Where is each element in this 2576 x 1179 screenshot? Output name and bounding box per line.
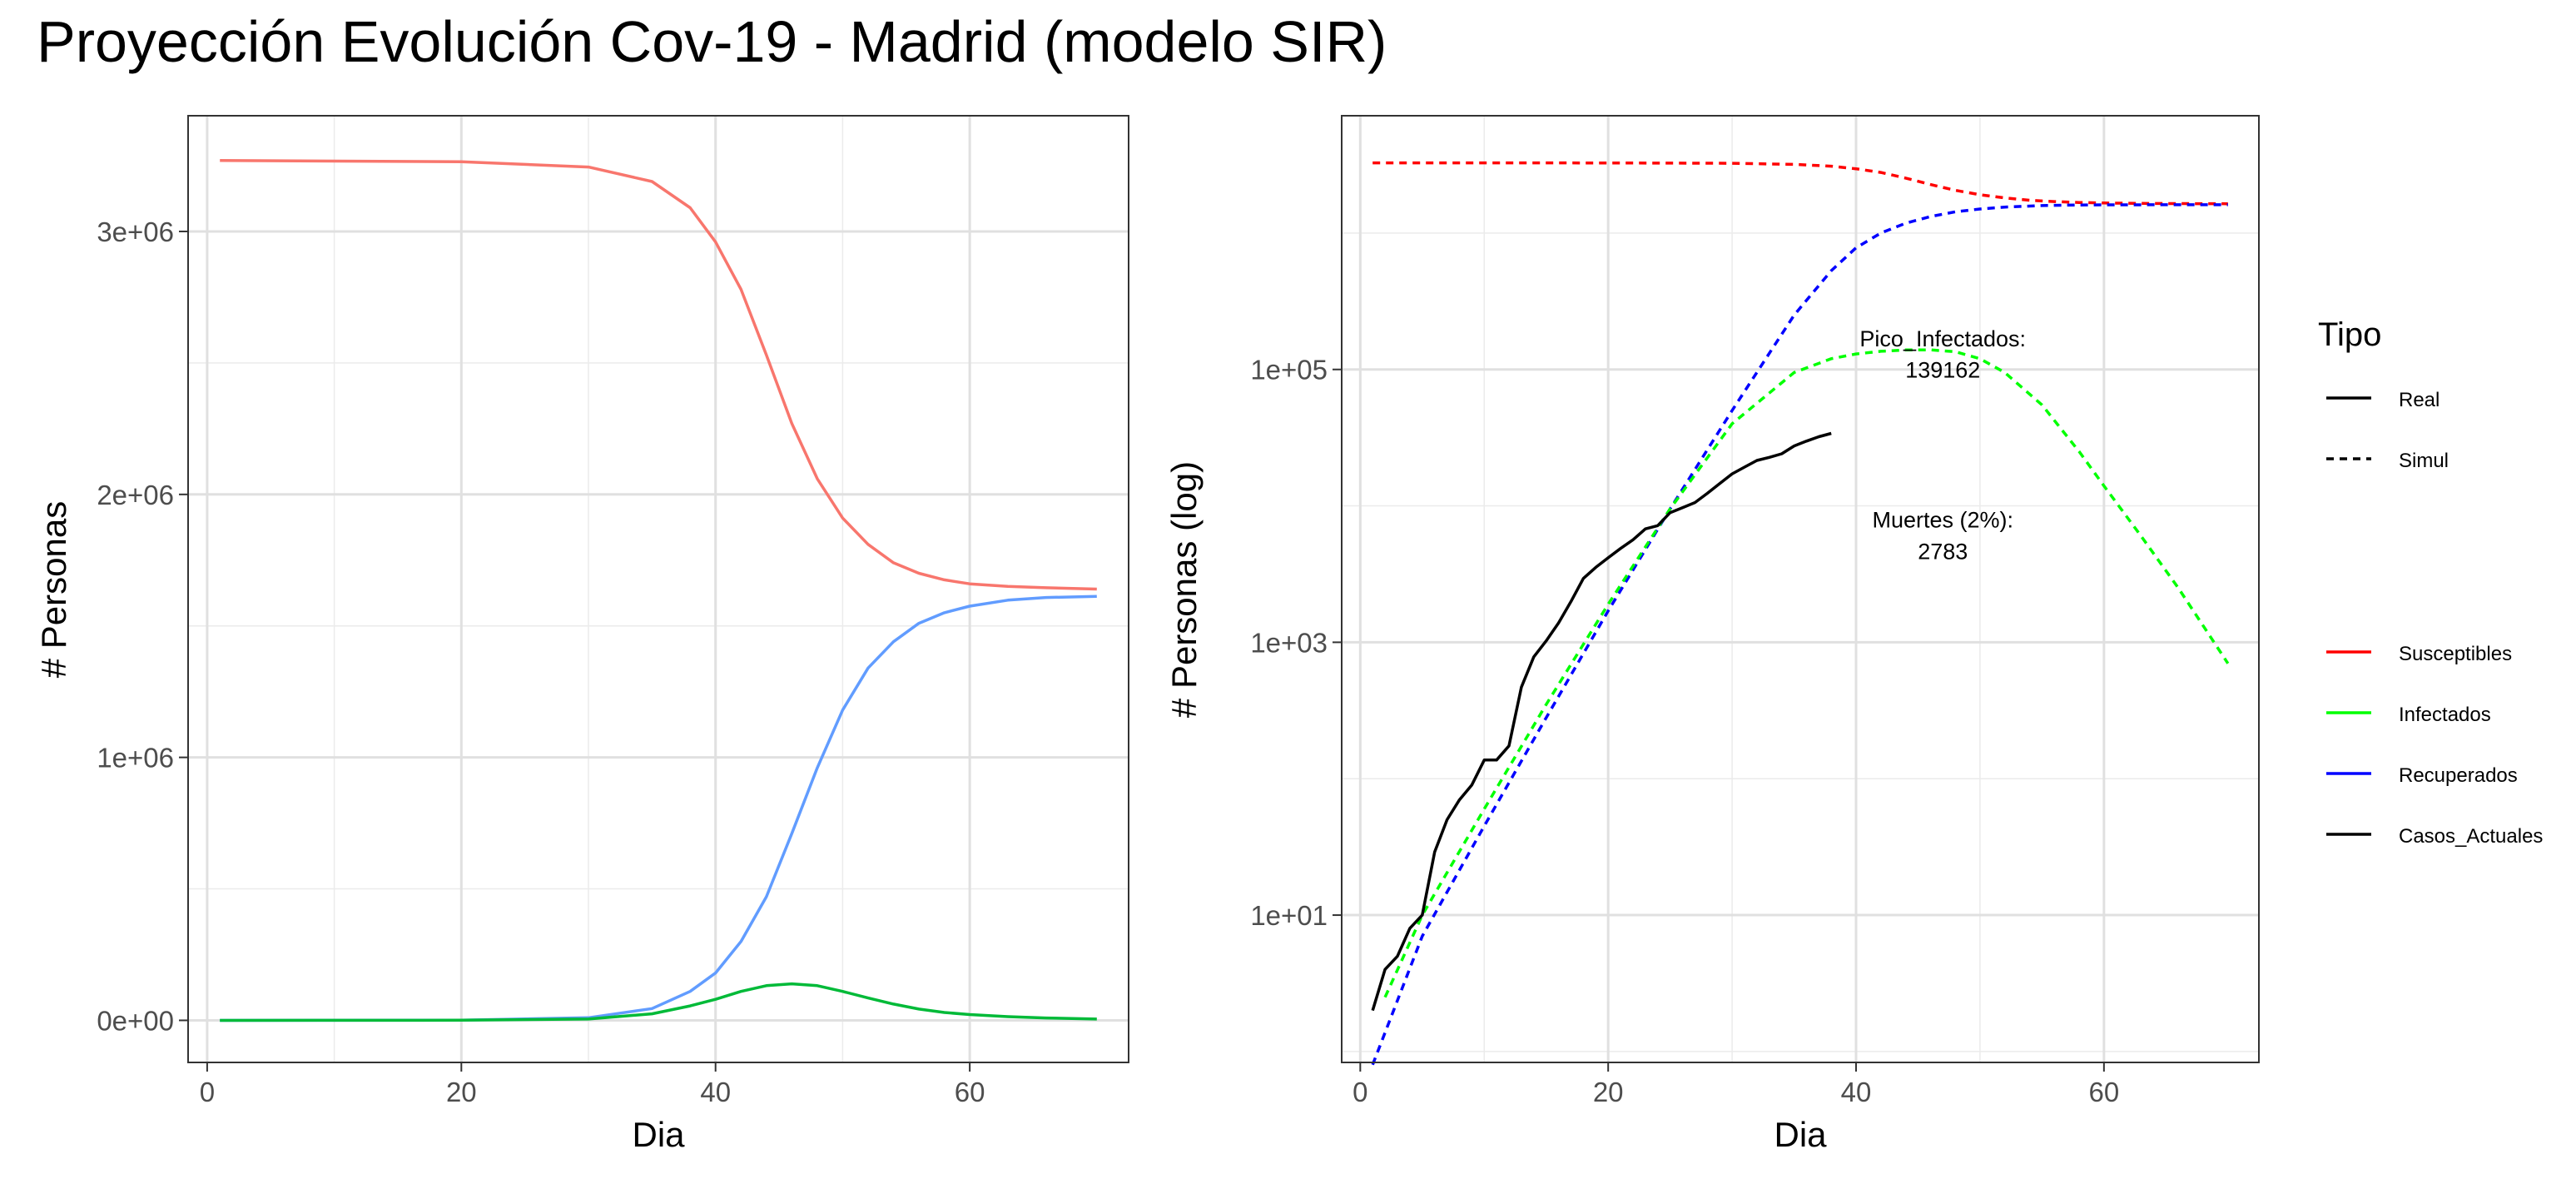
y-tick-label: 1e+05 xyxy=(1250,355,1328,386)
legend-label-casos-actuales: Casos_Actuales xyxy=(2399,825,2543,848)
annotation-peak-label: Pico_Infectados: xyxy=(1859,326,2026,351)
legend-label-real: Real xyxy=(2399,389,2440,411)
right-y-axis-label: # Personas (log) xyxy=(1164,461,1204,718)
right-annotations: Pico_Infectados: 139162 Muertes (2%): 27… xyxy=(1859,326,2026,564)
x-tick-label: 0 xyxy=(200,1077,215,1107)
y-tick-label: 1e+03 xyxy=(1250,627,1328,658)
right-panel: Pico_Infectados: 139162 Muertes (2%): 27… xyxy=(1164,115,2260,1154)
x-tick-label: 0 xyxy=(1353,1077,1367,1107)
annotation-deaths-value: 2783 xyxy=(1918,539,1968,564)
series-line-casos-actuales xyxy=(1371,431,1832,1012)
legend-title: Tipo xyxy=(2318,316,2381,353)
x-tick-label: 60 xyxy=(955,1077,985,1107)
left-panel-border xyxy=(187,115,1129,1063)
x-tick-label: 40 xyxy=(700,1077,731,1107)
left-x-axis-label: Dia xyxy=(632,1115,685,1154)
left-series-lines xyxy=(220,158,1097,1022)
right-panel-border xyxy=(1341,115,2260,1063)
legend: Tipo Real Simul Susceptibles Infectados … xyxy=(2318,316,2543,848)
y-tick-label: 2e+06 xyxy=(97,480,174,510)
x-tick-label: 60 xyxy=(2088,1077,2119,1107)
right-gridlines xyxy=(1342,116,2259,1062)
legend-label-infectados: Infectados xyxy=(2399,704,2491,726)
series-line-recuperados xyxy=(220,594,1097,1022)
left-y-axis-label: # Personas xyxy=(34,501,73,678)
y-tick-label: 1e+06 xyxy=(97,743,174,774)
figure-title: Proyección Evolución Cov-19 - Madrid (mo… xyxy=(37,9,1387,74)
y-tick-label: 0e+00 xyxy=(97,1005,174,1036)
y-tick-label: 1e+01 xyxy=(1250,900,1328,931)
x-tick-label: 40 xyxy=(1841,1077,1872,1107)
right-series-lines xyxy=(1371,161,2230,1066)
series-line-infectados xyxy=(1383,348,2230,998)
right-axis-ticks: 0 20 40 60 1e+01 1e+03 1e+05 xyxy=(1250,355,2119,1107)
annotation-peak-value: 139162 xyxy=(1905,358,1980,383)
left-axis-ticks: 0 20 40 60 0e+00 1e+06 2e+06 3e+06 xyxy=(97,216,985,1107)
legend-label-susceptibles: Susceptibles xyxy=(2399,643,2512,665)
left-panel: 0 20 40 60 0e+00 1e+06 2e+06 3e+06 Dia # Person… xyxy=(34,115,1129,1154)
series-line-recuperados xyxy=(1371,203,2228,1066)
series-line-susceptibles xyxy=(1372,161,2228,206)
x-tick-label: 20 xyxy=(1593,1077,1624,1107)
series-line-susceptibles xyxy=(220,158,1097,591)
legend-label-simul: Simul xyxy=(2399,450,2449,472)
annotation-deaths-label: Muertes (2%): xyxy=(1872,507,2013,532)
series-line-infectados xyxy=(220,982,1097,1022)
legend-label-recuperados: Recuperados xyxy=(2399,764,2518,787)
x-tick-label: 20 xyxy=(446,1077,477,1107)
right-x-axis-label: Dia xyxy=(1774,1115,1827,1154)
y-tick-label: 3e+06 xyxy=(97,216,174,247)
